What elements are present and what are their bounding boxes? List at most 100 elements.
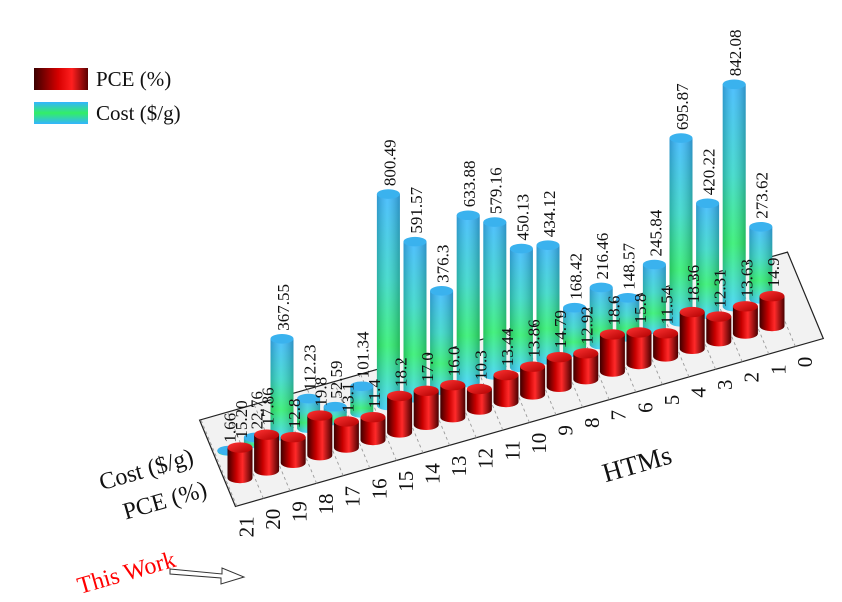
bar-top xyxy=(466,383,492,395)
cost-value-label: 800.49 xyxy=(380,139,399,186)
cost-value-label: 216.46 xyxy=(593,233,612,280)
cost-value-label: 420.22 xyxy=(700,149,719,196)
arrow-icon xyxy=(169,567,246,585)
x-tick-label: 11 xyxy=(500,440,524,460)
cost-value-label: 1.66 xyxy=(221,413,240,443)
bar-top xyxy=(749,221,773,232)
pce-bar xyxy=(413,385,439,430)
bar-top xyxy=(333,416,359,427)
bar-top xyxy=(722,79,746,90)
legend-item-cost: Cost ($/g) xyxy=(34,96,181,130)
bar-body xyxy=(759,296,785,332)
cost-value-label: 376.3 xyxy=(434,245,453,283)
x-tick-label: 5 xyxy=(660,395,684,406)
bar-top xyxy=(360,412,386,423)
bar-top xyxy=(254,429,280,440)
bar-body xyxy=(573,353,599,385)
pce-bar xyxy=(254,429,280,476)
pce-bar xyxy=(653,328,679,362)
bar-body xyxy=(706,316,732,347)
cost-bar xyxy=(350,381,374,418)
cost-value-label: 579.16 xyxy=(487,167,506,214)
bar-shade xyxy=(509,248,533,373)
cost-value-label: 633.88 xyxy=(460,161,479,208)
bar-top xyxy=(483,217,507,227)
pce-value-label: 10.3 xyxy=(471,350,490,380)
pce-bar xyxy=(466,383,492,415)
bar-top xyxy=(509,243,533,254)
pce-value-label: 13.44 xyxy=(498,327,517,366)
legend-item-pce: PCE (%) xyxy=(34,62,181,96)
cost-bar xyxy=(270,333,294,441)
this-work-annotation: This Work xyxy=(74,547,246,600)
pce-value-label: 15.20 xyxy=(232,400,251,438)
bar-shade xyxy=(669,138,693,327)
bar-body xyxy=(333,421,359,453)
pce-value-label: 13.1 xyxy=(338,383,357,413)
x-tick-label: 9 xyxy=(553,425,577,436)
bar-top xyxy=(270,333,294,344)
x-tick-label: 16 xyxy=(367,478,391,499)
x-tick-label: 21 xyxy=(234,516,258,537)
legend-swatch-pce xyxy=(34,68,88,90)
bar-top xyxy=(297,393,321,404)
pce-value-label: 17.86 xyxy=(259,387,278,425)
this-work-label: This Work xyxy=(74,547,178,600)
cost-bar xyxy=(430,286,454,395)
bar-body xyxy=(599,334,625,377)
pce-bar xyxy=(732,301,758,339)
bar-body xyxy=(413,390,439,430)
cost-bar xyxy=(669,133,693,327)
pce-value-label: 18.36 xyxy=(684,265,703,303)
pce-bar xyxy=(520,361,546,400)
bar-body xyxy=(227,447,253,484)
x-tick-label: 19 xyxy=(287,501,311,522)
bar-shade xyxy=(536,245,560,365)
pce-value-label: 11.54 xyxy=(658,286,677,324)
bar-top xyxy=(323,401,347,412)
bar-body xyxy=(520,366,546,400)
bar-body xyxy=(653,333,679,362)
x-tick-label: 4 xyxy=(686,387,710,398)
x-tick-label: 15 xyxy=(394,471,418,492)
pce-value-label: 13.63 xyxy=(737,259,756,297)
x-tick-label: 10 xyxy=(527,433,551,454)
pce-bar xyxy=(493,369,519,408)
bar-shade xyxy=(722,84,746,312)
bar-top xyxy=(440,380,466,391)
cost-value-label: 245.84 xyxy=(646,209,665,256)
bar-shade xyxy=(376,194,400,411)
pce-value-label: 14.79 xyxy=(551,310,570,348)
bar-body xyxy=(440,385,466,423)
pce-bar xyxy=(546,352,572,392)
pce-bar xyxy=(573,348,599,385)
cost-value-label: 434.12 xyxy=(540,190,559,237)
legend-label-cost: Cost ($/g) xyxy=(96,100,181,125)
bar-shade xyxy=(642,264,666,335)
cost-value-label: 168.42 xyxy=(567,253,586,300)
bar-body xyxy=(280,437,306,468)
cost-bar xyxy=(536,240,560,365)
cost-bar xyxy=(749,221,773,304)
bar-top xyxy=(456,210,480,221)
cost-value-label: 367.55 xyxy=(274,284,293,331)
pce-value-label: 18.2 xyxy=(392,357,411,387)
cost-bar xyxy=(403,236,427,403)
bar-top xyxy=(563,302,587,313)
bar-body xyxy=(466,389,492,415)
bar-top xyxy=(413,385,439,396)
x-tick-label: 6 xyxy=(633,402,657,413)
cost-bar xyxy=(376,189,400,411)
pce-bar xyxy=(280,432,306,468)
pce-bar xyxy=(440,380,466,423)
x-tick-label: 20 xyxy=(261,509,285,530)
x-tick-label: 13 xyxy=(447,456,471,477)
bar-shade xyxy=(270,338,294,441)
pce-bar xyxy=(679,306,705,354)
x-tick-label: 1 xyxy=(766,364,790,375)
pce-bar xyxy=(626,327,652,370)
pce-value-label: 13.86 xyxy=(525,319,544,357)
bar-body xyxy=(732,306,758,339)
pce-value-label: 17.0 xyxy=(418,352,437,382)
